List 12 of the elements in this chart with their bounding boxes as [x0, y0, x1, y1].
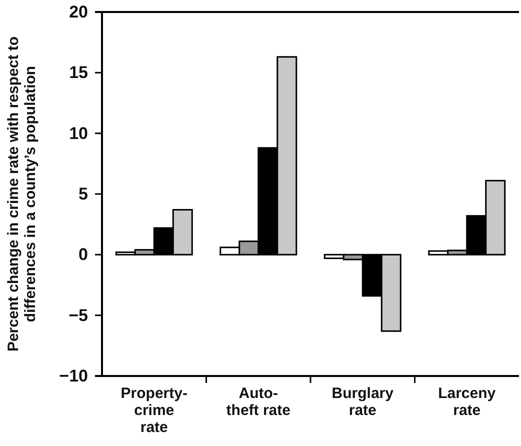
- x-tick-label: Burglary rate: [332, 385, 394, 419]
- y-tick-label: 0: [78, 245, 88, 264]
- y-tick-label: 5: [78, 184, 88, 204]
- x-tick-label: Larceny rate: [438, 385, 496, 419]
- y-tick-label: −10: [59, 366, 88, 386]
- y-tick-label: 15: [69, 63, 88, 82]
- x-tick-label: Auto-theft rate: [226, 385, 290, 419]
- y-axis-title: Percent change in crime rate with respect to differences in a county’s population: [5, 36, 39, 352]
- y-tick-label: 10: [69, 124, 88, 143]
- y-tick-label: 20: [69, 2, 88, 22]
- y-tick-label: −5: [68, 306, 88, 325]
- x-tick-label: Property-crime rate: [120, 385, 188, 436]
